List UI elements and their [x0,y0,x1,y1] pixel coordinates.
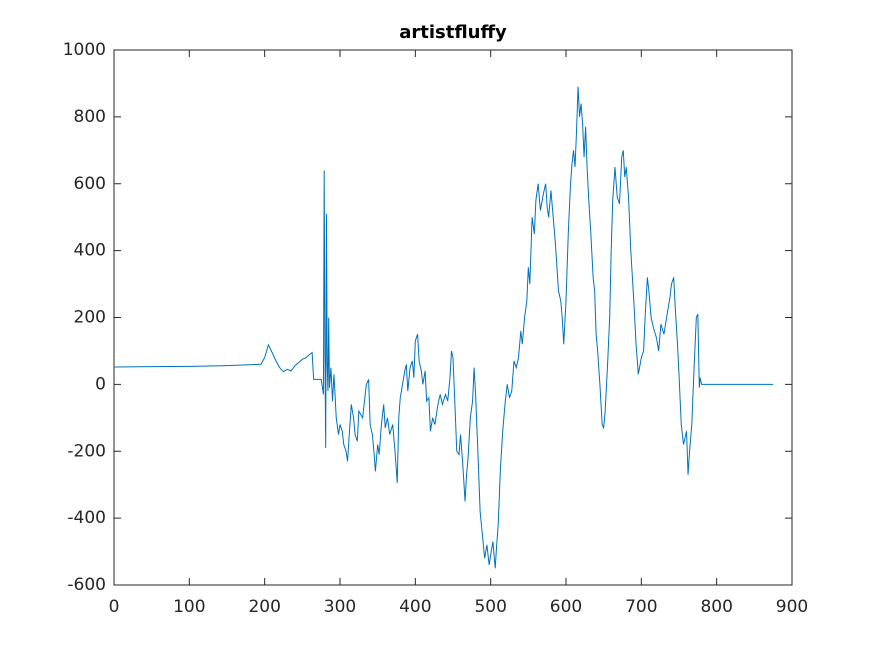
x-tick-label: 900 [776,597,808,617]
y-tick-label: 1000 [63,40,106,60]
y-tick-label: 400 [74,241,106,261]
y-tick-label: 200 [74,308,106,328]
chart-title: artistfluffy [399,22,507,43]
x-tick-label: 400 [399,597,431,617]
data-line [114,86,774,569]
x-tick-label: 100 [173,597,205,617]
x-tick-label: 0 [109,597,120,617]
y-tick-label: 0 [95,374,106,394]
x-tick-label: 700 [625,597,657,617]
x-tick-label: 500 [474,597,506,617]
plot-box [113,49,793,586]
y-tick-label: -200 [67,441,106,461]
y-tick-label: 600 [74,174,106,194]
y-tick-label: -400 [67,508,106,528]
y-tick-label: 800 [74,107,106,127]
x-tick-label: 300 [324,597,356,617]
x-tick-label: 200 [248,597,280,617]
y-tick-label: -600 [67,575,106,595]
x-tick-label: 800 [700,597,732,617]
x-tick-label: 600 [550,597,582,617]
